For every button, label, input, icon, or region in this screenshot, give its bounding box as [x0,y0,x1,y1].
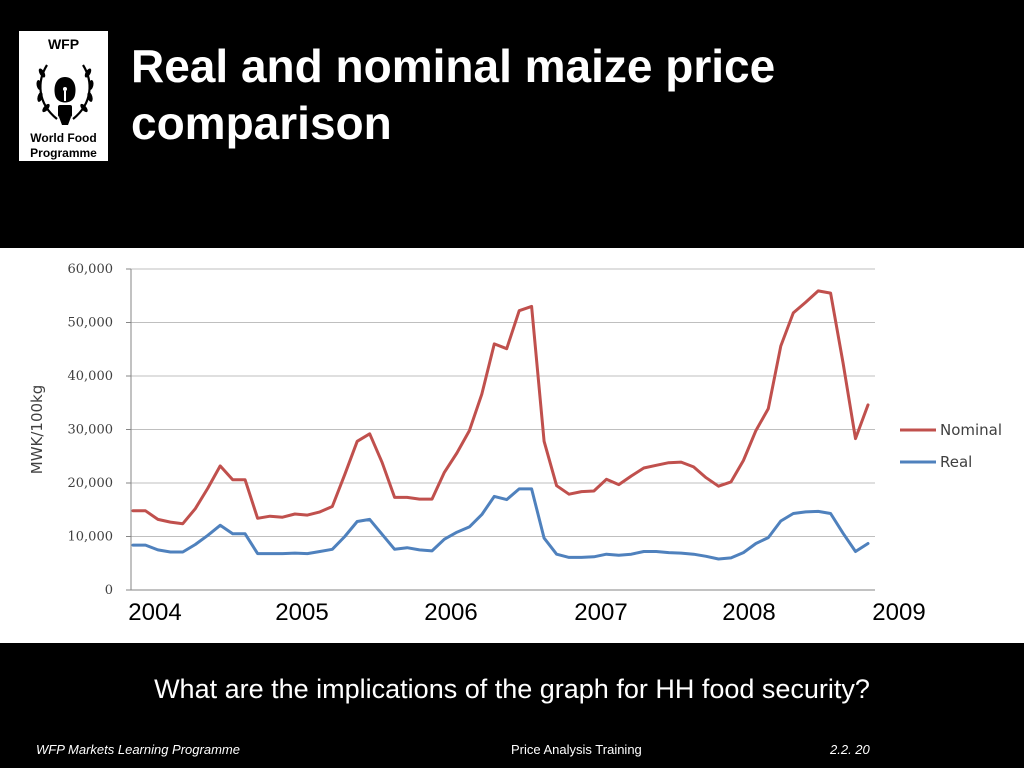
footer-programme: WFP Markets Learning Programme [36,742,240,757]
year-label: 2009 [872,599,925,626]
y-tick-label: 50,000 [68,316,114,331]
y-tick-label: 40,000 [68,369,114,384]
discussion-question: What are the implications of the graph f… [154,674,870,704]
legend-label-real: Real [940,453,972,471]
year-label: 2008 [722,599,775,626]
wheat-wreath-icon [36,64,94,125]
year-label: 2007 [574,599,627,626]
slide-title: Real and nominal maize price comparison [131,40,776,149]
year-label: 2006 [424,599,477,626]
legend-label-nominal: Nominal [940,421,1002,439]
y-axis-title: MWK/100kg [28,385,46,475]
price-line-chart: 0 10,000 20,000 30,000 40,000 50,000 60,000 MWK… [28,262,1002,626]
y-tick-label: 0 [105,583,113,598]
logo-organization-name: World Food Programme [30,131,97,160]
footer-slide-number: 2.2. 20 [830,742,870,757]
series-line-nominal [131,289,870,526]
year-label: 2005 [275,599,328,626]
footer-course: Price Analysis Training [511,742,642,757]
y-tick-label: 10,000 [68,530,114,545]
series-line-real [131,487,870,561]
wfp-logo: WFP World Food Programme [17,29,110,163]
year-label: 2004 [128,599,181,626]
y-tick-label: 60,000 [68,262,114,277]
chart-panel: 0 10,000 20,000 30,000 40,000 50,000 60,000 MWK… [0,248,1024,643]
y-tick-label: 30,000 [68,423,114,438]
logo-abbreviation: WFP [47,36,80,52]
y-tick-label: 20,000 [68,476,114,491]
